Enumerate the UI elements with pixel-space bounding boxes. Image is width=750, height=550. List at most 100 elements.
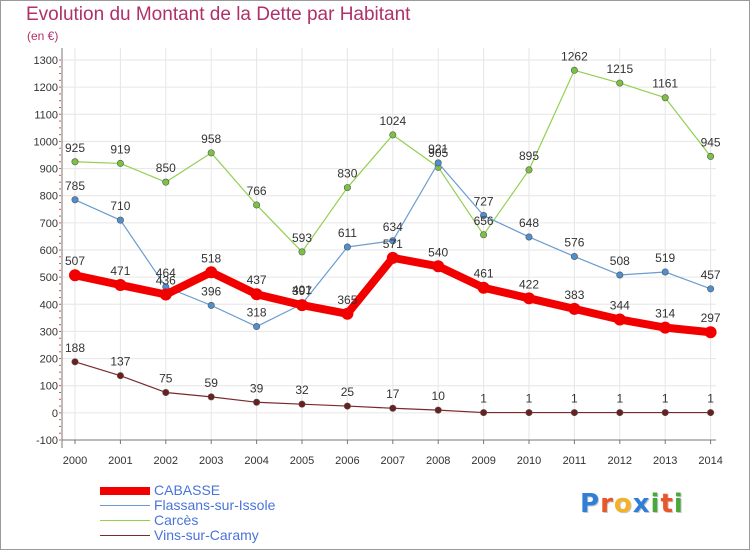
x-tick-label: 2013: [653, 455, 677, 467]
data-label: 727: [474, 195, 494, 209]
data-label: 634: [383, 220, 403, 234]
data-point: [477, 281, 490, 294]
data-label: 1215: [606, 62, 633, 76]
x-tick-label: 2002: [154, 455, 178, 467]
data-point: [69, 269, 81, 282]
legend-item: Carcès: [100, 513, 275, 528]
data-point: [570, 253, 578, 261]
x-tick-label: 2008: [426, 455, 450, 467]
data-point: [704, 326, 717, 339]
data-point: [205, 266, 218, 279]
data-label: 830: [337, 167, 357, 181]
data-label: 17: [386, 387, 400, 401]
data-point: [116, 216, 124, 224]
y-tick-label: 1300: [34, 55, 58, 67]
logo-letter: i: [673, 489, 684, 519]
data-point: [480, 231, 488, 239]
data-point: [207, 393, 215, 401]
data-label: 59: [205, 376, 219, 390]
data-label: 1: [662, 392, 669, 406]
data-point: [568, 302, 581, 315]
data-label: 344: [610, 298, 630, 312]
data-label: 785: [65, 179, 85, 193]
x-tick-label: 2010: [517, 455, 541, 467]
data-label: 850: [156, 161, 176, 175]
data-label: 1024: [379, 114, 406, 128]
y-tick-label: 500: [40, 272, 58, 284]
y-tick-label: 900: [40, 164, 58, 176]
data-label: 895: [519, 149, 539, 163]
data-point: [480, 409, 488, 417]
data-label: 1: [616, 392, 623, 406]
legend-label: Vins-sur-Caramy: [154, 527, 259, 543]
logo-letter: r: [600, 489, 614, 519]
y-tick-label: 400: [40, 299, 58, 311]
data-point: [616, 271, 624, 279]
data-point: [525, 166, 533, 174]
data-point: [298, 400, 306, 408]
data-point: [389, 237, 397, 245]
data-point: [432, 260, 445, 273]
y-tick-label: 0: [52, 408, 58, 420]
data-point: [298, 248, 306, 256]
x-tick-label: 2000: [63, 455, 87, 467]
data-point: [707, 285, 715, 293]
data-point: [523, 292, 535, 305]
data-label: 461: [474, 267, 494, 281]
data-label: 921: [428, 142, 448, 156]
data-label: 188: [65, 341, 85, 355]
data-label: 397: [292, 284, 312, 298]
data-point: [707, 152, 715, 160]
data-label: 519: [655, 251, 675, 265]
data-label: 571: [383, 237, 403, 251]
data-label: 457: [701, 268, 721, 282]
data-point: [616, 409, 624, 417]
data-point: [250, 288, 263, 301]
data-point: [570, 409, 578, 417]
data-point: [434, 406, 442, 414]
data-label: 611: [338, 226, 357, 240]
data-point: [480, 212, 488, 220]
chart-legend: CABASSE Flassans-sur-Issole Carcès Vins-sur…: [100, 483, 275, 543]
data-label: 297: [701, 311, 721, 325]
data-label: 436: [156, 274, 176, 288]
data-point: [525, 233, 533, 241]
plot-area: [62, 48, 716, 440]
x-tick-label: 2001: [108, 455, 132, 467]
chart-subtitle: (en €): [27, 29, 59, 43]
data-label: 471: [110, 264, 130, 278]
data-label: 1: [480, 392, 487, 406]
data-label: 648: [519, 216, 539, 230]
legend-swatch: [100, 519, 150, 522]
data-point: [296, 299, 308, 312]
data-label: 508: [610, 254, 630, 268]
y-tick-label: 100: [40, 381, 58, 393]
data-label: 1: [707, 392, 714, 406]
data-label: 958: [201, 132, 221, 146]
data-label: 1262: [561, 49, 588, 63]
x-tick-label: 2005: [290, 455, 314, 467]
data-point: [116, 159, 124, 167]
data-label: 766: [247, 184, 267, 198]
x-tick-label: 2011: [563, 455, 587, 467]
legend-swatch: [100, 534, 150, 537]
data-point: [389, 131, 397, 139]
legend-item: CABASSE: [100, 483, 275, 498]
data-point: [616, 79, 624, 87]
data-point: [116, 372, 124, 380]
data-point: [659, 321, 672, 334]
logo-letter: o: [613, 489, 633, 519]
logo-letter: t: [660, 489, 674, 519]
data-point: [159, 288, 172, 301]
data-point: [253, 323, 261, 331]
y-tick-label: 700: [40, 218, 58, 230]
legend-swatch: [100, 504, 150, 507]
data-label: 10: [432, 389, 446, 403]
x-tick-label: 2003: [199, 455, 223, 467]
legend-label: Carcès: [154, 512, 199, 528]
data-label: 925: [65, 141, 85, 155]
data-point: [162, 388, 170, 396]
data-label: 318: [247, 306, 267, 320]
legend-item: Vins-sur-Caramy: [100, 528, 275, 543]
y-tick-label: 800: [40, 191, 58, 203]
